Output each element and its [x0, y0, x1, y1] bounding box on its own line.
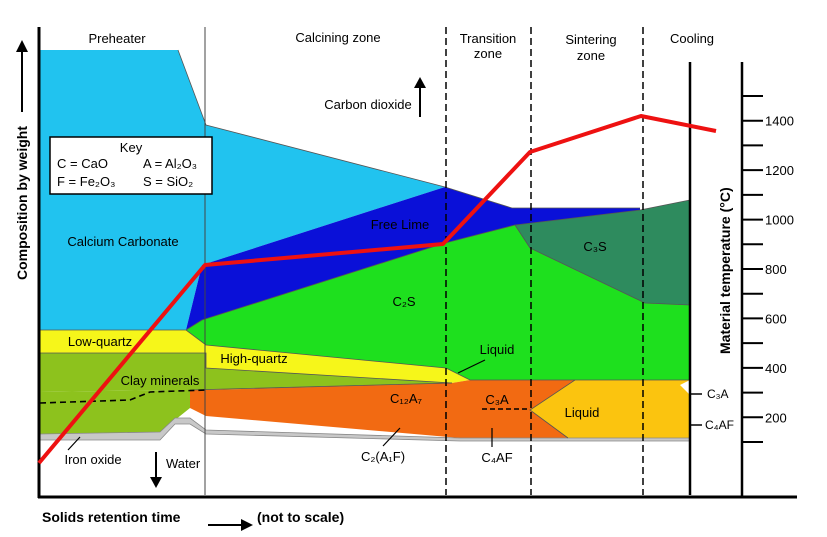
x-axis-arrow-head [241, 519, 253, 531]
zone-transition: Transition [460, 31, 517, 46]
temperature-profile-line [37, 114, 717, 465]
key-fe2o3: F = Fe₂O₃ [57, 174, 115, 189]
outline-c3s [514, 199, 691, 226]
label-c3s: C₃S [583, 239, 607, 254]
region-outlines [40, 49, 691, 439]
zone-calcining: Calcining zone [295, 30, 380, 45]
label-water: Water [166, 456, 201, 471]
outline-clay [40, 352, 453, 384]
label-liquid-pointer: Liquid [480, 342, 515, 357]
label-carbon-dioxide: Carbon dioxide [324, 97, 411, 112]
key-al2o3: A = Al₂O₃ [143, 156, 197, 171]
label-calcium-carbonate: Calcium Carbonate [67, 234, 178, 249]
iron-oxide-pointer-line [67, 436, 81, 451]
label-liquid-region: Liquid [565, 405, 600, 420]
zone-transition-2: zone [474, 46, 502, 61]
zone-cooling: Cooling [670, 31, 714, 46]
label-c2af: C₂(A₁F) [361, 449, 405, 464]
temperature-tick-label: 200 [765, 410, 787, 425]
label-clay-minerals: Clay minerals [121, 373, 200, 388]
right-label-c4af: C₄AF [705, 418, 734, 432]
c2s-region [186, 225, 690, 380]
c3s-region [515, 200, 690, 305]
co2-arrow-head [414, 77, 426, 88]
temperature-ticks [742, 95, 763, 443]
key-box: Key C = CaO A = Al₂O₃ F = Fe₂O₃ S = SiO₂ [49, 136, 213, 195]
zone-sintering-2: zone [577, 48, 605, 63]
x-axis-title: Solids retention time [42, 509, 181, 525]
free-lime-region [186, 187, 640, 330]
x-axis-note: (not to scale) [257, 509, 344, 525]
key-cao: C = CaO [57, 156, 108, 171]
label-c4af: C₄AF [481, 450, 512, 465]
temperature-tick-label: 1200 [765, 163, 794, 178]
c12a7-region [190, 380, 575, 438]
water-arrow-head [150, 477, 162, 488]
liquid-pointer-line [457, 359, 486, 374]
zone-preheater: Preheater [88, 31, 146, 46]
label-low-quartz: Low-quartz [68, 334, 132, 349]
temperature-tick-labels: 1400 1200 1000 800 600 400 200 [765, 114, 794, 426]
liquid-region [530, 380, 690, 438]
temperature-tick-label: 1400 [765, 114, 794, 129]
label-iron-oxide: Iron oxide [64, 452, 121, 467]
label-c3a: C₃A [485, 392, 509, 407]
c2af-pointer-line [382, 427, 401, 447]
label-c12a7: C₁₂A₇ [390, 391, 422, 406]
outline-liquid [529, 379, 576, 439]
calcium-carbonate-region [40, 50, 445, 330]
outline-quartz [40, 329, 690, 381]
zone-sintering: Sintering [565, 32, 616, 47]
low-quartz-region [40, 330, 206, 353]
key-title: Key [120, 140, 143, 155]
y-axis-right-title: Material temperature (°C) [717, 187, 733, 354]
label-high-quartz: High-quartz [220, 351, 287, 366]
high-quartz-region [206, 345, 470, 383]
label-c2s: C₂S [392, 294, 415, 309]
key-sio2: S = SiO₂ [143, 174, 193, 189]
clay-minerals-lower-region [40, 390, 206, 434]
outline-c12a7 [189, 382, 453, 391]
label-free-lime: Free Lime [371, 217, 430, 232]
phase-regions [39, 50, 691, 442]
clay-minerals-region [40, 353, 452, 392]
outline-carbonate [177, 49, 640, 209]
right-label-c3a: C₃A [707, 387, 729, 401]
temperature-tick-label: 1000 [765, 213, 794, 228]
temperature-tick-label: 400 [765, 361, 787, 376]
y-axis-left-title: Composition by weight [14, 126, 30, 280]
y-axis-left-arrow-head [16, 40, 28, 52]
temperature-tick-label: 600 [765, 311, 787, 326]
temperature-tick-label: 800 [765, 262, 787, 277]
clay-dashed-boundary [39, 389, 207, 404]
